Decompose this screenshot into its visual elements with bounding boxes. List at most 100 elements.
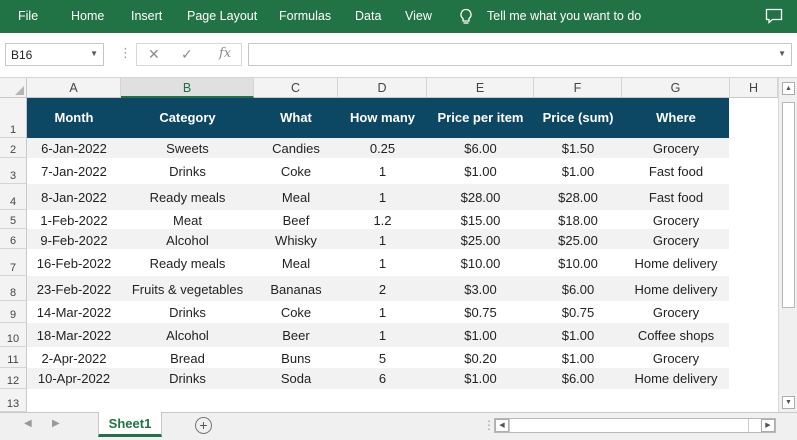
cell-d5[interactable]: 1.2 — [373, 213, 392, 228]
cell-c2[interactable]: Candies — [272, 141, 320, 156]
horizontal-scrollbar[interactable]: ◀ ▶ — [494, 418, 776, 433]
comment-icon[interactable] — [765, 8, 783, 24]
enter-icon[interactable]: ✓ — [181, 46, 193, 62]
cell-e9[interactable]: $0.75 — [464, 305, 497, 320]
select-all-corner[interactable] — [0, 78, 27, 98]
cell-c11[interactable]: Buns — [281, 351, 311, 366]
row-header-6[interactable]: 6 — [0, 229, 27, 249]
cell-b6[interactable]: Alcohol — [166, 233, 209, 248]
cell-d8[interactable]: 2 — [378, 282, 387, 297]
cell-a2[interactable]: 6-Jan-2022 — [41, 141, 107, 156]
cell-f8[interactable]: $6.00 — [561, 282, 595, 297]
column-header-f[interactable]: F — [534, 78, 622, 98]
scroll-right-icon[interactable]: ▶ — [761, 419, 775, 432]
cell-g8[interactable]: Home delivery — [634, 282, 718, 297]
cell-d10[interactable]: 1 — [378, 328, 387, 343]
cell-b10[interactable]: Alcohol — [166, 328, 209, 343]
column-header-g[interactable]: G — [622, 78, 730, 98]
cell-g4[interactable]: Fast food — [648, 190, 704, 205]
cell-g10[interactable]: Coffee shops — [637, 328, 715, 343]
header-how-many[interactable]: How many — [349, 110, 415, 125]
cell-b7[interactable]: Ready meals — [149, 256, 226, 271]
expand-formula-icon[interactable]: ▼ — [778, 49, 786, 58]
cell-b11[interactable]: Bread — [170, 351, 205, 366]
vertical-scroll-thumb[interactable] — [782, 102, 795, 308]
menu-page-layout[interactable]: Page Layout — [187, 9, 258, 23]
cell-f2[interactable]: $1.50 — [561, 141, 595, 156]
cell-b3[interactable]: Drinks — [169, 164, 206, 179]
column-header-c[interactable]: C — [254, 78, 338, 98]
cell-b12[interactable]: Drinks — [169, 371, 206, 386]
cell-a5[interactable]: 1-Feb-2022 — [40, 213, 108, 228]
row-header-11[interactable]: 11 — [0, 347, 27, 368]
cell-a11[interactable]: 2-Apr-2022 — [41, 351, 107, 366]
cell-a7[interactable]: 16-Feb-2022 — [36, 256, 112, 271]
cell-g2[interactable]: Grocery — [652, 141, 700, 156]
row-header-7[interactable]: 7 — [0, 249, 27, 276]
cell-a12[interactable]: 10-Apr-2022 — [37, 371, 111, 386]
row-header-5[interactable]: 5 — [0, 210, 27, 229]
scroll-down-icon[interactable]: ▼ — [782, 396, 795, 409]
cell-c6[interactable]: Whisky — [275, 233, 317, 248]
cell-a8[interactable]: 23-Feb-2022 — [36, 282, 112, 297]
tab-next-icon[interactable]: ▶ — [52, 418, 60, 429]
cell-d6[interactable]: 1 — [378, 233, 387, 248]
horizontal-scroll-thumb[interactable] — [509, 419, 749, 432]
cell-g5[interactable]: Grocery — [652, 213, 700, 228]
cell-g11[interactable]: Grocery — [652, 351, 700, 366]
cell-c4[interactable]: Meal — [281, 190, 311, 205]
row-header-1[interactable]: 1 — [0, 98, 27, 138]
menu-home[interactable]: Home — [71, 9, 105, 23]
cell-d12[interactable]: 6 — [378, 371, 387, 386]
cell-e12[interactable]: $1.00 — [464, 371, 497, 386]
drag-handle-icon[interactable]: ⋮ — [119, 45, 132, 60]
cell-e10[interactable]: $1.00 — [464, 328, 497, 343]
row-header-13[interactable]: 13 — [0, 389, 27, 412]
menu-formulas[interactable]: Formulas — [279, 9, 332, 23]
header-where[interactable]: Where — [656, 110, 696, 125]
menu-insert[interactable]: Insert — [131, 9, 163, 23]
cell-a4[interactable]: 8-Jan-2022 — [41, 190, 107, 205]
cell-f4[interactable]: $28.00 — [558, 190, 598, 205]
cell-e7[interactable]: $10.00 — [460, 256, 501, 271]
column-header-a[interactable]: A — [27, 78, 121, 98]
cell-c10[interactable]: Beer — [282, 328, 310, 343]
cell-d11[interactable]: 5 — [378, 351, 387, 366]
row-header-4[interactable]: 4 — [0, 184, 27, 210]
cell-f5[interactable]: $18.00 — [558, 213, 598, 228]
menu-file[interactable]: File — [18, 9, 39, 23]
menu-data[interactable]: Data — [355, 9, 382, 23]
scroll-up-icon[interactable]: ▲ — [782, 82, 795, 95]
header-price-per-item[interactable]: Price per item — [437, 110, 524, 125]
cell-e6[interactable]: $25.00 — [460, 233, 501, 248]
cell-c3[interactable]: Coke — [280, 164, 312, 179]
cell-d3[interactable]: 1 — [378, 164, 387, 179]
tab-prev-icon[interactable]: ◀ — [24, 418, 32, 429]
cell-d9[interactable]: 1 — [378, 305, 387, 320]
cell-f11[interactable]: $1.00 — [561, 351, 595, 366]
cell-e8[interactable]: $3.00 — [464, 282, 497, 297]
header-category[interactable]: Category — [159, 110, 216, 125]
column-header-b[interactable]: B — [121, 78, 254, 98]
cell-a9[interactable]: 14-Mar-2022 — [36, 305, 112, 320]
cell-g7[interactable]: Home delivery — [634, 256, 718, 271]
cell-f12[interactable]: $6.00 — [561, 371, 595, 386]
column-header-h[interactable]: H — [730, 78, 778, 98]
column-header-d[interactable]: D — [338, 78, 427, 98]
cell-e5[interactable]: $15.00 — [460, 213, 501, 228]
cell-d2[interactable]: 0.25 — [369, 141, 396, 156]
add-sheet-icon[interactable]: + — [195, 417, 212, 434]
cell-g12[interactable]: Home delivery — [634, 371, 718, 386]
cell-d7[interactable]: 1 — [378, 256, 387, 271]
cell-c7[interactable]: Meal — [281, 256, 311, 271]
cell-e11[interactable]: $0.20 — [464, 351, 497, 366]
cell-f9[interactable]: $0.75 — [561, 305, 595, 320]
cell-f10[interactable]: $1.00 — [561, 328, 595, 343]
cell-b8[interactable]: Fruits & vegetables — [131, 282, 244, 297]
cell-f6[interactable]: $25.00 — [558, 233, 598, 248]
cell-e3[interactable]: $1.00 — [464, 164, 497, 179]
cell-g6[interactable]: Grocery — [652, 233, 700, 248]
cell-f3[interactable]: $1.00 — [561, 164, 595, 179]
name-box[interactable]: B16 ▼ — [5, 43, 104, 66]
row-header-9[interactable]: 9 — [0, 301, 27, 323]
